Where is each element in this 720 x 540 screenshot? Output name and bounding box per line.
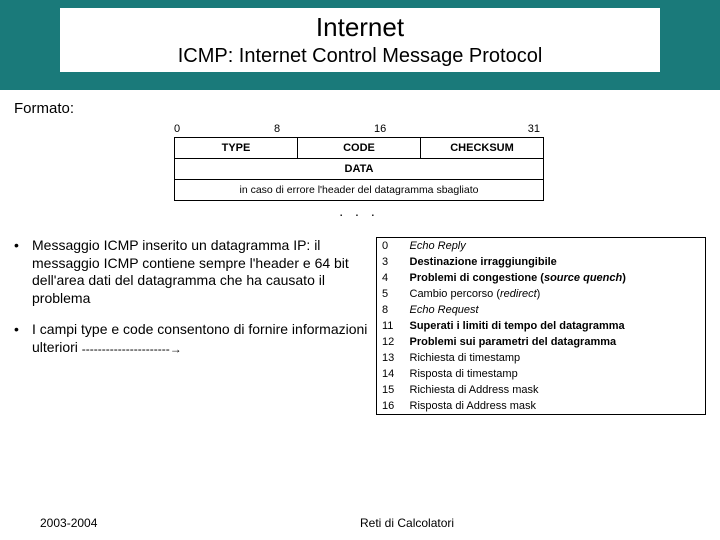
type-desc-cell: Richiesta di timestamp [405,350,706,366]
type-row: 11Superati i limiti di tempo del datagra… [377,318,706,334]
footer: 2003-2004 Reti di Calcolatori [0,516,720,530]
bullet-1-text: Messaggio ICMP inserito un datagramma IP… [32,237,368,307]
type-desc-cell: Destinazione irraggiungibile [405,254,706,270]
field-data: DATA [175,159,544,180]
type-row: 4Problemi di congestione (source quench) [377,270,706,286]
type-code-cell: 5 [377,286,405,302]
type-row: 13Richiesta di timestamp [377,350,706,366]
type-row: 3Destinazione irraggiungibile [377,254,706,270]
type-code-cell: 12 [377,334,405,350]
bullet-list: • Messaggio ICMP inserito un datagramma … [14,237,368,415]
footer-course: Reti di Calcolatori [360,516,454,530]
bit-16: 16 [374,123,474,135]
footer-year: 2003-2004 [0,516,360,530]
packet-table: TYPE CODE CHECKSUM DATA in caso di error… [174,137,544,201]
type-code-table: 0Echo Reply3Destinazione irraggiungibile… [376,237,706,415]
type-row: 14Risposta di timestamp [377,366,706,382]
bullet-dot-icon: • [14,321,32,356]
type-desc-cell: Cambio percorso (redirect) [405,286,706,302]
type-row: 8Echo Request [377,302,706,318]
bullet-2: • I campi type e code consentono di forn… [14,321,368,356]
title-box: Internet ICMP: Internet Control Message … [60,8,660,72]
arrow-dashes: ----------------------→ [82,342,182,357]
bullet-2-text: I campi type e code consentono di fornir… [32,321,368,356]
type-code-cell: 14 [377,366,405,382]
diagram-dots: . . . [174,203,544,219]
type-code-cell: 8 [377,302,405,318]
type-row: 15Richiesta di Address mask [377,382,706,398]
field-note: in caso di errore l'header del datagramm… [175,180,544,201]
bit-31: 31 [474,123,544,135]
bullet-dot-icon: • [14,237,32,307]
sub-title: ICMP: Internet Control Message Protocol [70,45,650,68]
type-table-wrapper: 0Echo Reply3Destinazione irraggiungibile… [376,237,706,415]
bit-ruler: 0 8 16 31 [174,123,544,135]
type-desc-cell: Problemi sui parametri del datagramma [405,334,706,350]
bit-8: 8 [274,123,374,135]
field-checksum: CHECKSUM [421,138,544,159]
type-code-cell: 16 [377,398,405,415]
type-desc-cell: Echo Reply [405,238,706,255]
type-desc-cell: Risposta di timestamp [405,366,706,382]
type-row: 12Problemi sui parametri del datagramma [377,334,706,350]
field-type: TYPE [175,138,298,159]
type-row: 16Risposta di Address mask [377,398,706,415]
type-code-cell: 15 [377,382,405,398]
type-code-cell: 3 [377,254,405,270]
lower-columns: • Messaggio ICMP inserito un datagramma … [14,237,706,415]
main-title: Internet [70,12,650,43]
type-desc-cell: Risposta di Address mask [405,398,706,415]
bit-0: 0 [174,123,274,135]
content-area: Formato: 0 8 16 31 TYPE CODE CHECKSUM DA… [0,90,720,425]
packet-diagram: 0 8 16 31 TYPE CODE CHECKSUM DATA in cas… [174,123,544,219]
formato-label: Formato: [14,100,706,117]
type-code-cell: 13 [377,350,405,366]
type-row: 5Cambio percorso (redirect) [377,286,706,302]
type-desc-cell: Superati i limiti di tempo del datagramm… [405,318,706,334]
type-row: 0Echo Reply [377,238,706,255]
type-desc-cell: Problemi di congestione (source quench) [405,270,706,286]
type-desc-cell: Richiesta di Address mask [405,382,706,398]
bullet-1: • Messaggio ICMP inserito un datagramma … [14,237,368,307]
type-desc-cell: Echo Request [405,302,706,318]
field-code: CODE [298,138,421,159]
type-code-cell: 4 [377,270,405,286]
type-code-cell: 11 [377,318,405,334]
header-band: Internet ICMP: Internet Control Message … [0,0,720,90]
type-code-cell: 0 [377,238,405,255]
